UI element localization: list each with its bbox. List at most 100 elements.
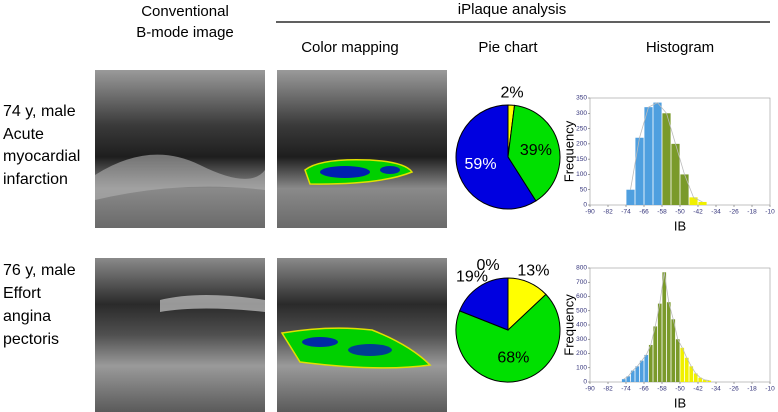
x-tick-label: -90 bbox=[585, 386, 595, 393]
y-axis-label: Frequency bbox=[561, 120, 576, 182]
histogram-bar bbox=[653, 102, 662, 205]
y-tick-label: 0 bbox=[583, 202, 587, 209]
x-tick-label: -26 bbox=[729, 386, 739, 393]
x-tick-label: -66 bbox=[639, 209, 649, 216]
y-tick-label: 150 bbox=[576, 156, 587, 163]
column-header: Pie chart bbox=[478, 39, 538, 56]
y-tick-label: 350 bbox=[576, 95, 587, 102]
x-tick-label: -10 bbox=[765, 386, 775, 393]
histogram-bar bbox=[648, 344, 653, 382]
y-tick-label: 700 bbox=[576, 279, 587, 286]
pie-label: 0% bbox=[476, 257, 499, 274]
column-header: Color mapping bbox=[301, 39, 399, 56]
y-tick-label: 100 bbox=[576, 171, 587, 178]
histogram-bar bbox=[693, 373, 698, 382]
row-label: myocardial bbox=[3, 148, 80, 165]
pie-slice bbox=[459, 277, 509, 331]
histogram-bar bbox=[671, 143, 680, 205]
y-tick-label: 0 bbox=[583, 379, 587, 386]
x-tick-label: -90 bbox=[585, 209, 595, 216]
y-tick-label: 200 bbox=[576, 350, 587, 357]
x-tick-label: -58 bbox=[657, 386, 667, 393]
y-tick-label: 300 bbox=[576, 110, 587, 117]
y-tick-label: 250 bbox=[576, 125, 587, 132]
x-tick-label: -50 bbox=[675, 386, 685, 393]
y-tick-label: 600 bbox=[576, 293, 587, 300]
color-mapping-image bbox=[277, 258, 447, 412]
pie-label: 59% bbox=[465, 156, 497, 173]
row-label: angina bbox=[3, 308, 51, 325]
plot-area bbox=[589, 97, 771, 206]
y-tick-label: 200 bbox=[576, 141, 587, 148]
histogram-bar bbox=[698, 201, 707, 205]
b-mode-image bbox=[95, 258, 265, 412]
histogram-bar bbox=[689, 366, 694, 382]
pie-label: 2% bbox=[500, 84, 523, 101]
histogram-bar bbox=[689, 197, 698, 205]
x-tick-label: -10 bbox=[765, 209, 775, 216]
histogram-bar bbox=[639, 360, 644, 382]
row-label: 74 y, male bbox=[3, 103, 76, 120]
histogram-bar bbox=[662, 272, 667, 382]
histogram-bar bbox=[702, 379, 707, 382]
histogram-bar bbox=[626, 189, 635, 205]
b-mode-image bbox=[95, 70, 265, 228]
x-tick-label: -58 bbox=[657, 209, 667, 216]
column-header: Conventional bbox=[141, 3, 229, 20]
y-tick-label: 100 bbox=[576, 364, 587, 371]
row-label: Acute bbox=[3, 126, 44, 143]
histogram-bar bbox=[635, 366, 640, 382]
pie-slice bbox=[455, 293, 561, 383]
pie-label: 19% bbox=[456, 268, 488, 285]
histogram-bar bbox=[675, 339, 680, 382]
x-axis-label: IB bbox=[674, 218, 686, 233]
x-tick-label: -34 bbox=[711, 209, 721, 216]
pie-label: 68% bbox=[497, 349, 529, 366]
pie-label: 39% bbox=[520, 142, 552, 159]
histogram-bar bbox=[657, 303, 662, 382]
fit-curve bbox=[623, 272, 710, 381]
x-tick-label: -18 bbox=[747, 209, 757, 216]
pie-label: 13% bbox=[517, 262, 549, 279]
y-tick-label: 800 bbox=[576, 265, 587, 272]
x-tick-label: -26 bbox=[729, 209, 739, 216]
y-tick-label: 400 bbox=[576, 322, 587, 329]
color-mapping-image bbox=[277, 70, 447, 228]
histogram-bar bbox=[653, 326, 658, 382]
histogram-bar bbox=[662, 113, 671, 205]
row-label: 76 y, male bbox=[3, 262, 76, 279]
histogram-bar bbox=[680, 174, 689, 205]
y-tick-label: 300 bbox=[576, 336, 587, 343]
x-tick-label: -42 bbox=[693, 209, 703, 216]
x-tick-label: -82 bbox=[603, 209, 613, 216]
pie-slice bbox=[455, 104, 537, 210]
column-header: B-mode image bbox=[136, 24, 234, 41]
y-tick-label: 500 bbox=[576, 307, 587, 314]
column-header: Histogram bbox=[646, 39, 714, 56]
histogram-bar bbox=[698, 377, 703, 382]
histogram-bar bbox=[630, 370, 635, 382]
x-tick-label: -42 bbox=[693, 386, 703, 393]
y-axis-label: Frequency bbox=[561, 294, 576, 356]
x-tick-label: -50 bbox=[675, 209, 685, 216]
group-header: iPlaque analysis bbox=[458, 1, 566, 18]
histogram-bar bbox=[621, 379, 626, 382]
x-tick-label: -66 bbox=[639, 386, 649, 393]
histogram-bar bbox=[680, 347, 685, 382]
y-tick-label: 50 bbox=[580, 186, 588, 193]
histogram-bar bbox=[666, 302, 671, 382]
histogram-bar bbox=[671, 319, 676, 382]
histogram-bar bbox=[707, 380, 712, 382]
x-tick-label: -18 bbox=[747, 386, 757, 393]
histogram-bar bbox=[635, 137, 644, 205]
row-label: infarction bbox=[3, 171, 68, 188]
row-label: pectoris bbox=[3, 331, 59, 348]
row-label: Effort bbox=[3, 285, 42, 302]
x-axis-label: IB bbox=[674, 395, 686, 410]
plot-area bbox=[589, 267, 771, 383]
x-tick-label: -34 bbox=[711, 386, 721, 393]
x-tick-label: -74 bbox=[621, 209, 631, 216]
histogram-bar bbox=[684, 357, 689, 382]
histogram-bar bbox=[644, 107, 653, 205]
